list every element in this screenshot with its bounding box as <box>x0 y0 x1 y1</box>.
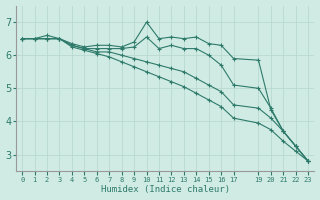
X-axis label: Humidex (Indice chaleur): Humidex (Indice chaleur) <box>101 185 230 194</box>
